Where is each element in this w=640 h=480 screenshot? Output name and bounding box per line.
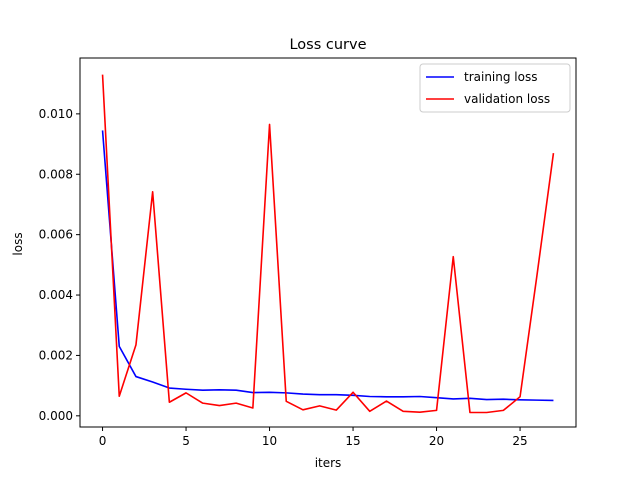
x-tick-label: 25 (512, 434, 527, 448)
y-tick-label: 0.004 (39, 288, 73, 302)
x-tick-label: 5 (182, 434, 190, 448)
y-tick-label: 0.008 (39, 167, 73, 181)
x-tick-label: 0 (99, 434, 107, 448)
y-tick-label: 0.006 (39, 228, 73, 242)
y-tick-label: 0.002 (39, 348, 73, 362)
y-axis-label: loss (11, 232, 25, 255)
legend-box (419, 63, 571, 113)
legend-label-1: validation loss (464, 92, 550, 106)
x-tick-label: 20 (429, 434, 444, 448)
x-axis-label: iters (315, 456, 342, 470)
series-line-1 (101, 74, 555, 414)
legend: training loss validation loss (419, 63, 571, 113)
chart-title: Loss curve (289, 37, 366, 53)
x-tick-label: 10 (262, 434, 277, 448)
series-line-0 (101, 130, 554, 402)
y-tick-label: 0.000 (39, 409, 73, 423)
x-tick-label: 15 (345, 434, 360, 448)
axes-frame (79, 57, 577, 428)
legend-label-0: training loss (464, 70, 537, 84)
axes: 0 5 10 15 20 25 0.000 0.002 0.004 0.006 0.008 0.010 (39, 57, 577, 448)
plot-area (101, 74, 555, 414)
y-tick-label: 0.010 (39, 107, 73, 121)
